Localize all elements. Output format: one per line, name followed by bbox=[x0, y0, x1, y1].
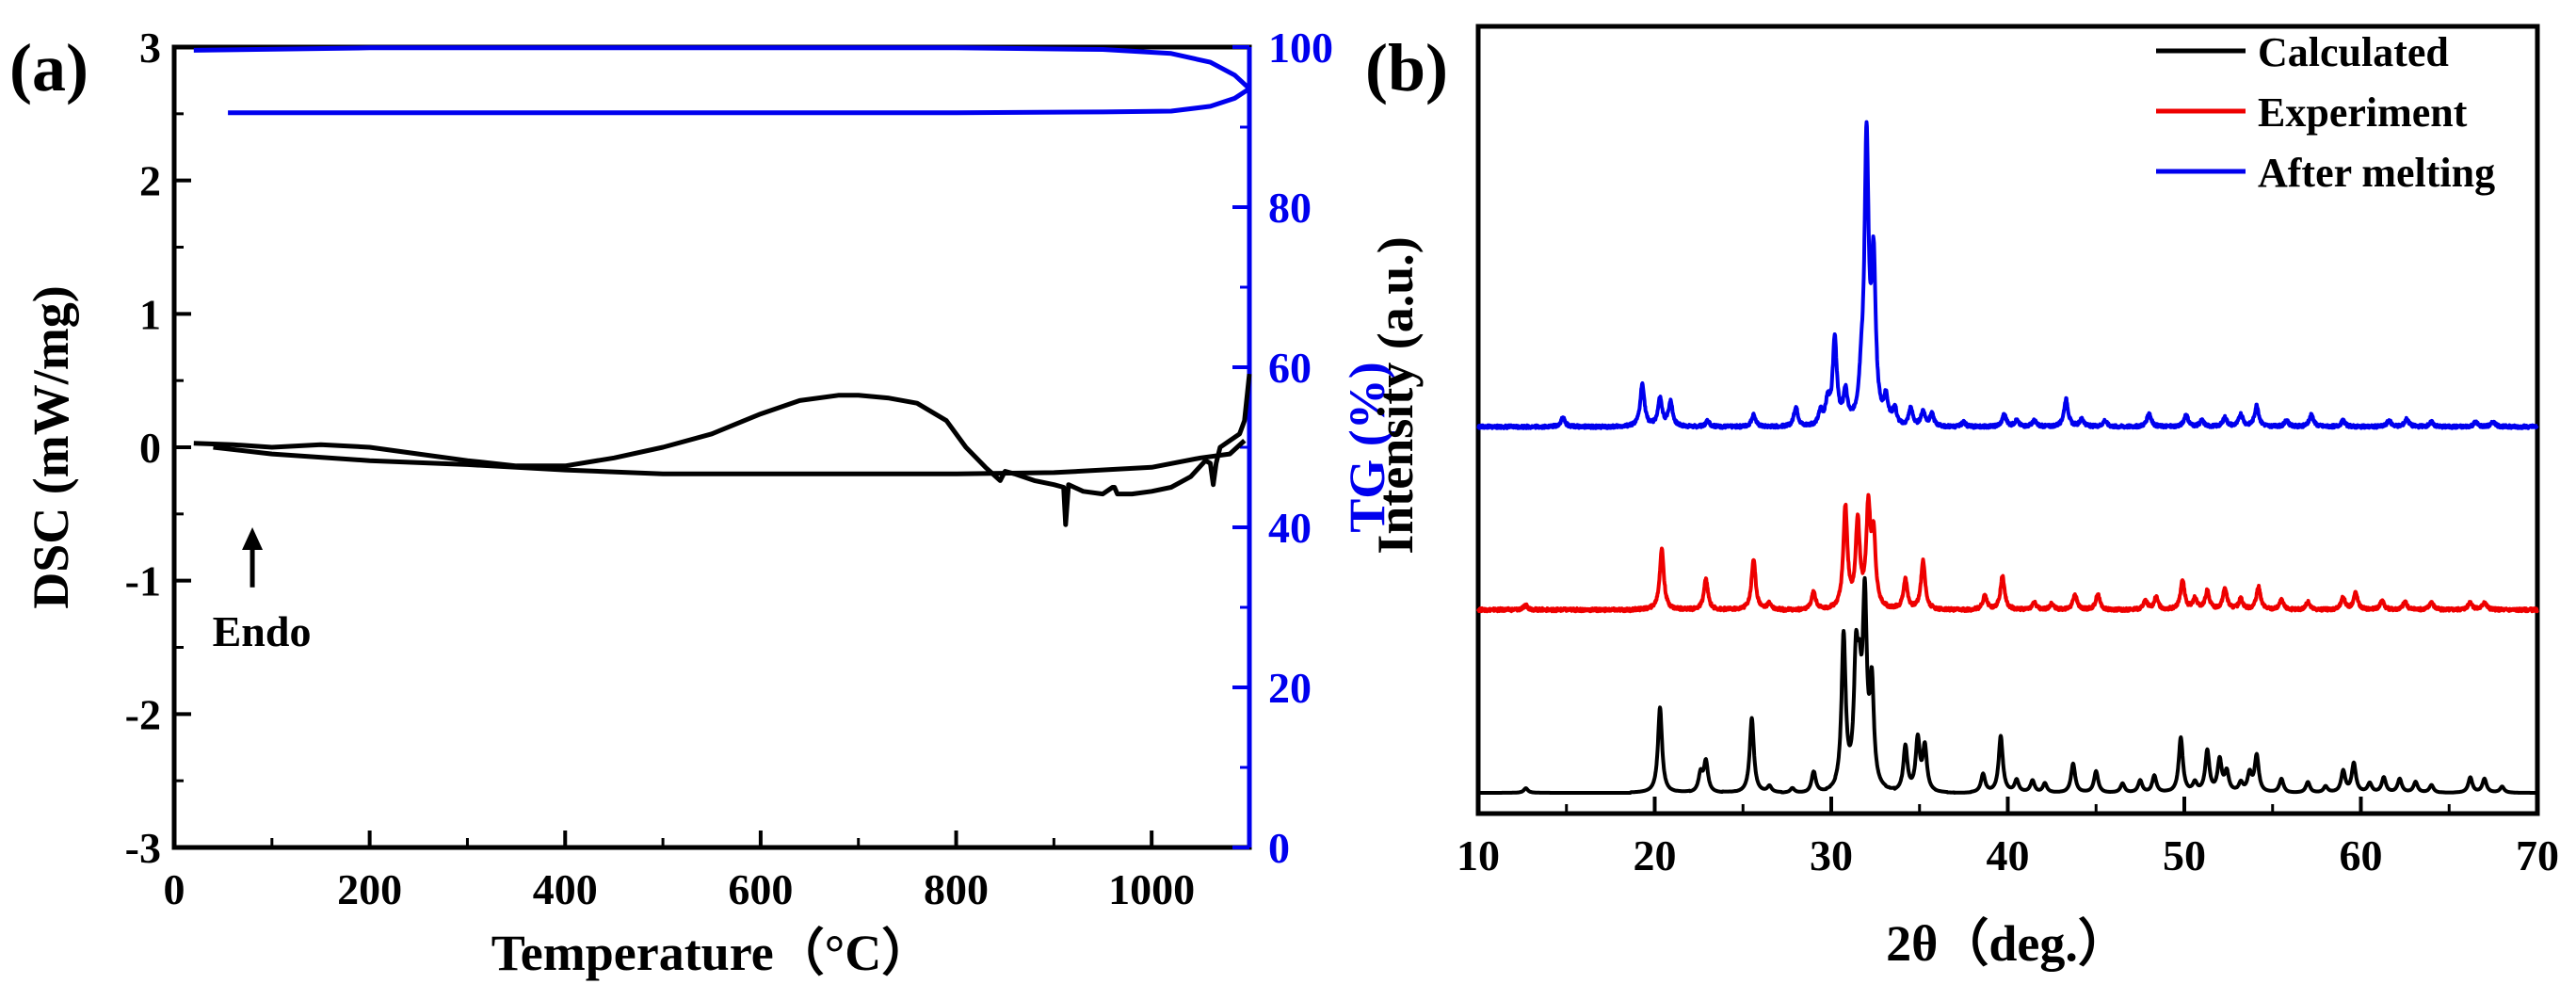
a-series-tg-cooling bbox=[228, 87, 1251, 116]
b-x-tick-label: 60 bbox=[2340, 831, 2383, 879]
a-x-tick-label: 200 bbox=[337, 865, 402, 913]
b-series-experiment bbox=[1476, 492, 2539, 614]
a-y-right-tick-label: 20 bbox=[1268, 664, 1312, 712]
a-y-left-tick-label: 2 bbox=[139, 157, 161, 205]
a-y-left-tick-label: -1 bbox=[125, 557, 161, 605]
a-x-tick-label: 400 bbox=[533, 865, 598, 913]
a-x-tick-label: 1000 bbox=[1108, 865, 1195, 913]
a-y-right-tick-label: 0 bbox=[1268, 824, 1290, 872]
a-y-left-tick-label: 3 bbox=[139, 24, 161, 72]
a-x-tick-label: 0 bbox=[164, 865, 185, 913]
a-y-right-tick-label: 80 bbox=[1268, 184, 1312, 232]
b-x-tick-label: 50 bbox=[2163, 831, 2206, 879]
panel-a-y-axis-label-left: DSC (mW/mg) bbox=[23, 285, 79, 608]
a-y-right-tick-label: 100 bbox=[1268, 24, 1333, 72]
panel-b-label: (b) bbox=[1365, 30, 1448, 105]
a-y-left-tick-label: 0 bbox=[139, 424, 161, 472]
panel-a-ticks: 0 200 400 600 800 1000 -3 -2 -1 0 1 2 3 0 20 40 60 80 100 bbox=[125, 24, 1333, 913]
panel-a-label: (a) bbox=[9, 30, 89, 105]
panel-b-xrd: 10 20 30 40 50 60 70 (b) 2θ（deg.） Intensity (a… bbox=[1365, 24, 2559, 972]
panel-b-legend: Calculated Experiment After melting bbox=[2156, 29, 2495, 196]
a-x-tick-label: 800 bbox=[924, 865, 989, 913]
a-y-right-tick-label: 60 bbox=[1268, 344, 1312, 392]
legend-label: After melting bbox=[2258, 150, 2495, 196]
b-series-calculated bbox=[1476, 575, 2539, 795]
b-x-tick-label: 40 bbox=[1987, 831, 2030, 879]
endo-arrow-head bbox=[242, 527, 264, 550]
panel-a-endo-annotation: Endo bbox=[213, 527, 312, 655]
a-y-right-tick-label: 40 bbox=[1268, 504, 1312, 552]
panel-a-y-axis-label-right: TG (%) bbox=[1339, 362, 1395, 533]
a-y-left-tick-label: -3 bbox=[125, 824, 161, 872]
legend-label: Calculated bbox=[2258, 29, 2449, 75]
b-x-tick-label: 70 bbox=[2516, 831, 2559, 879]
panel-b-series bbox=[1476, 120, 2539, 795]
endo-label: Endo bbox=[213, 607, 312, 655]
b-x-tick-label: 20 bbox=[1634, 831, 1677, 879]
panel-b-y-axis-label: Intensity (a.u.) bbox=[1367, 236, 1424, 555]
b-x-tick-label: 30 bbox=[1810, 831, 1853, 879]
a-y-left-tick-label: 1 bbox=[139, 290, 161, 338]
a-series-tg-heating bbox=[193, 45, 1251, 91]
a-series-dsc-heating bbox=[193, 373, 1252, 527]
a-y-left-tick-label: -2 bbox=[125, 690, 161, 738]
a-x-tick-label: 600 bbox=[728, 865, 793, 913]
a-series-dsc-cooling bbox=[213, 439, 1247, 476]
panel-a-dsc-tg: 0 200 400 600 800 1000-3-2-10123020406080100 … bbox=[9, 24, 1395, 981]
panel-b-x-axis-label: 2θ（deg.） bbox=[1886, 915, 2129, 972]
panel-a-series bbox=[193, 45, 1252, 527]
panel-b-ticks: 10 20 30 40 50 60 70 bbox=[1457, 797, 2559, 879]
legend-label: Experiment bbox=[2258, 89, 2468, 136]
b-series-after-melting bbox=[1476, 120, 2539, 430]
b-x-tick-label: 10 bbox=[1457, 831, 1500, 879]
panel-a-x-axis-label: Temperature（°C） bbox=[491, 925, 933, 981]
